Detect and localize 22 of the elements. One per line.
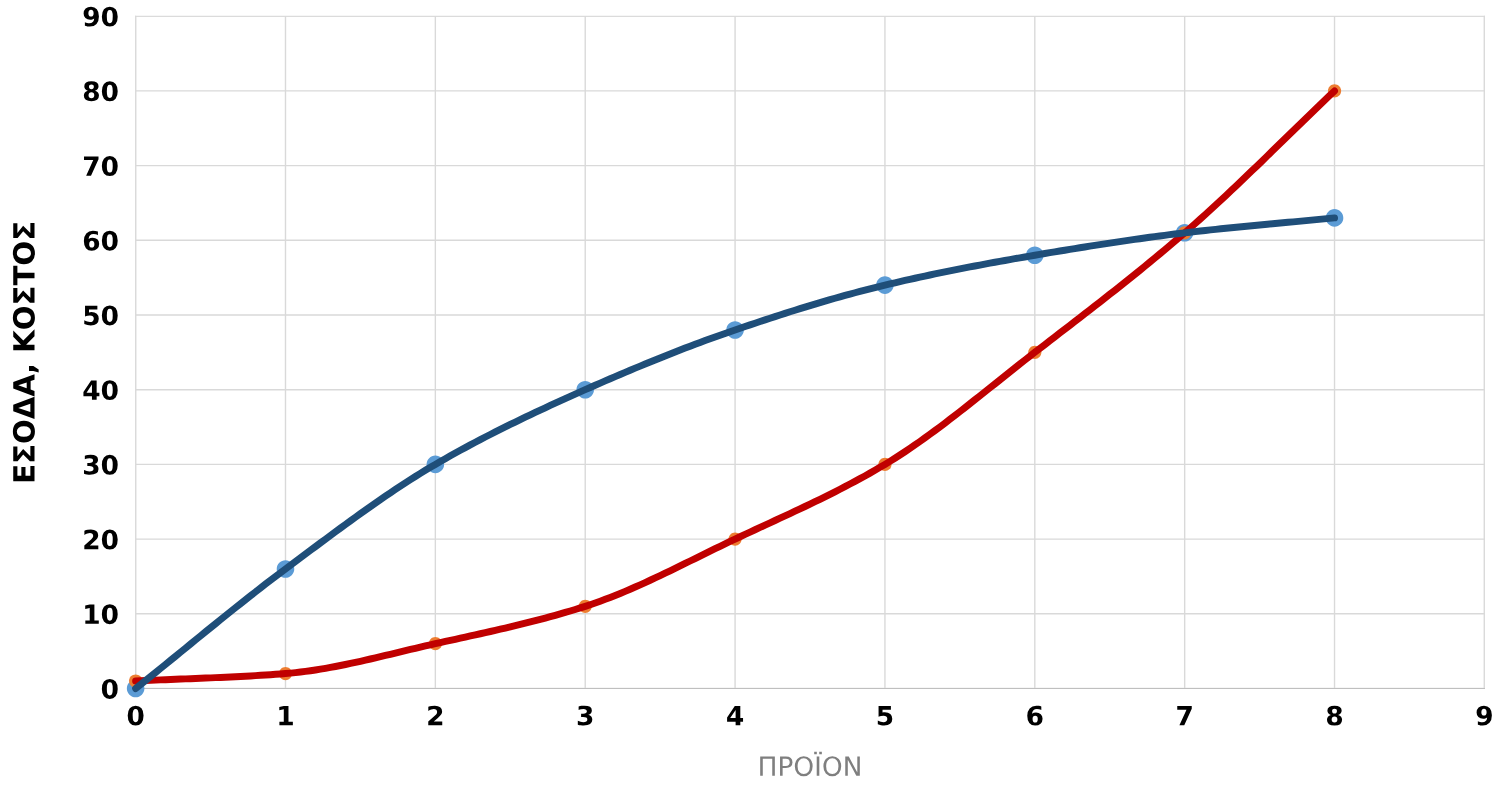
y-tick-label: 30	[84, 454, 118, 475]
y-tick-label: 0	[101, 678, 118, 699]
y-tick-label: 80	[83, 81, 118, 102]
y-axis-title: ΕΣΟΔΑ, ΚΟΣΤΟΣ	[12, 223, 39, 482]
y-tick-label: 70	[84, 156, 118, 176]
x-tick-label: 8	[1326, 705, 1343, 726]
y-tick-label: 90	[83, 6, 118, 27]
y-tick-label: 10	[85, 604, 118, 625]
y-tick-label: 20	[84, 529, 118, 550]
x-tick-label: 9	[1476, 705, 1492, 726]
x-tick-label: 6	[1027, 705, 1043, 726]
x-tick-label: 1	[279, 705, 293, 726]
y-tick-label: 60	[83, 230, 118, 251]
x-tick-label: 4	[727, 705, 744, 726]
x-axis-title: ΠΡΟΪΟΝ	[760, 751, 860, 777]
x-tick-label: 5	[877, 705, 893, 726]
x-tick-label: 7	[1177, 705, 1192, 726]
x-tick-label: 3	[577, 705, 593, 726]
y-tick-label: 50	[84, 305, 118, 326]
x-tick-label: 2	[428, 705, 443, 726]
y-tick-label: 40	[83, 380, 118, 401]
x-tick-label: 0	[127, 705, 144, 726]
